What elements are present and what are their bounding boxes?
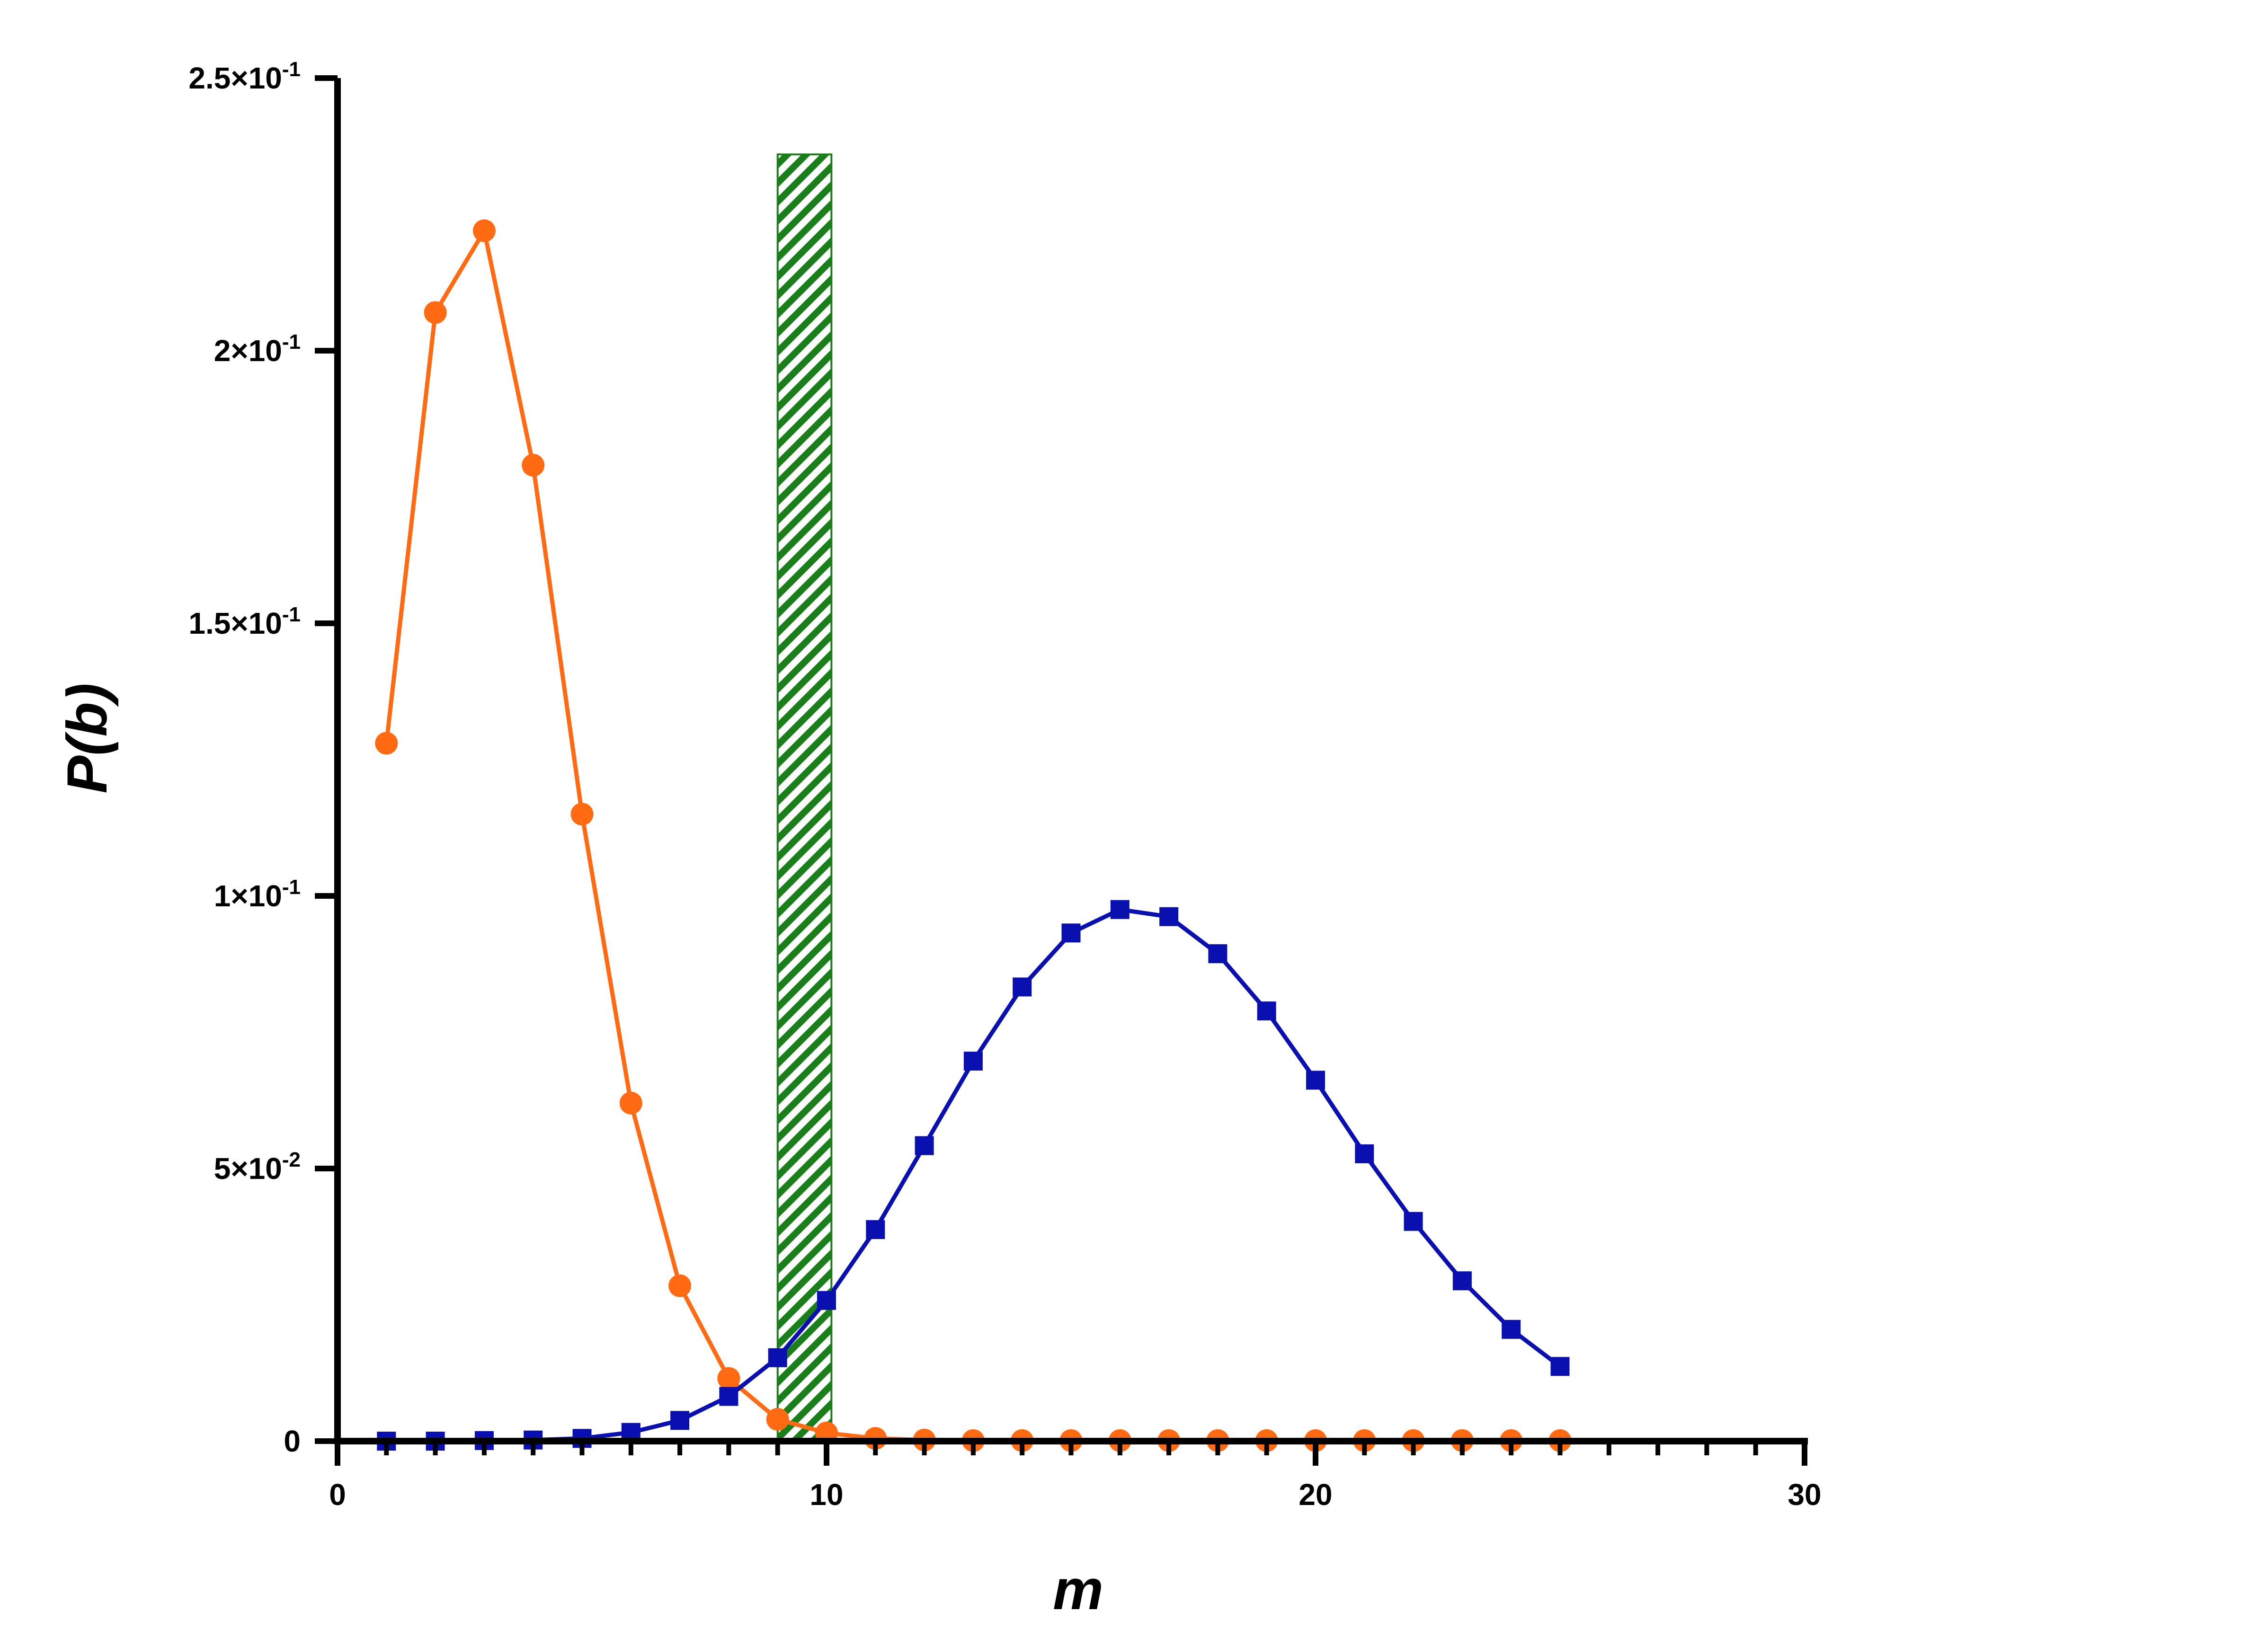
series-2-point — [1110, 900, 1130, 919]
series-1-point — [522, 453, 545, 477]
y-tick-label: 0 — [284, 1424, 301, 1458]
series-1-line — [384, 229, 1560, 1443]
series-2-point — [866, 1220, 885, 1240]
x-tick-label: 0 — [329, 1478, 346, 1512]
x-tick-label: 20 — [1299, 1478, 1332, 1512]
series-1-point — [424, 301, 447, 324]
series-2-line — [386, 907, 1562, 1443]
series-2-point — [1550, 1357, 1570, 1376]
y-tick-label-exponent: -1 — [282, 876, 301, 899]
x-axis-title: m — [1053, 1558, 1103, 1621]
series-1-point — [766, 1408, 789, 1431]
y-tick-label: 1×10-1 — [214, 876, 301, 913]
labels-layer: 0 10 20 30 0 5×10-2 1×10-1 1.5×10-1 2×10-1 2.5×10… — [55, 58, 1822, 1621]
series-2-point — [1257, 1001, 1276, 1021]
series-2-point — [1355, 1144, 1374, 1163]
series-2-point — [915, 1136, 934, 1155]
series-2-point — [1013, 977, 1032, 997]
series-1-point — [619, 1091, 642, 1115]
series-2-point — [1208, 944, 1227, 964]
y-tick-label-exponent: -1 — [282, 58, 301, 81]
series-1-point — [375, 732, 398, 755]
y-tick-label-exponent: -1 — [282, 603, 301, 626]
series-1-point — [570, 803, 594, 826]
series-2-point — [1502, 1319, 1521, 1339]
series-2-point — [963, 1052, 983, 1071]
y-tick-label-exponent: -2 — [282, 1148, 301, 1171]
y-tick-label: 5×10-2 — [214, 1148, 301, 1186]
series-layer — [375, 219, 1572, 1452]
y-tick-label: 1.5×10-1 — [188, 603, 301, 640]
series-2-point — [817, 1291, 836, 1310]
series-2-point — [768, 1348, 787, 1367]
series-2-point — [1452, 1271, 1472, 1291]
shaded-band-layer — [776, 153, 833, 1442]
series-2-point — [1061, 923, 1081, 943]
x-tick-label: 30 — [1788, 1478, 1821, 1512]
series-1-point — [472, 219, 496, 242]
series-2-point — [1306, 1071, 1325, 1090]
x-tick-label: 10 — [809, 1478, 843, 1512]
y-tick-label: 2×10-1 — [214, 330, 301, 368]
series-2-point — [719, 1387, 738, 1406]
y-tick-label: 2.5×10-1 — [188, 58, 301, 95]
series-2-point — [670, 1411, 690, 1430]
series-1-point — [717, 1367, 740, 1390]
y-tick-label-exponent: -1 — [282, 330, 301, 354]
shaded-band — [776, 153, 833, 1442]
series-2-point — [1159, 907, 1179, 926]
axes-layer — [315, 75, 1808, 1466]
series-2-point — [1404, 1212, 1423, 1231]
series-1-point — [668, 1274, 692, 1297]
y-axis-title: P(b) — [55, 683, 119, 793]
